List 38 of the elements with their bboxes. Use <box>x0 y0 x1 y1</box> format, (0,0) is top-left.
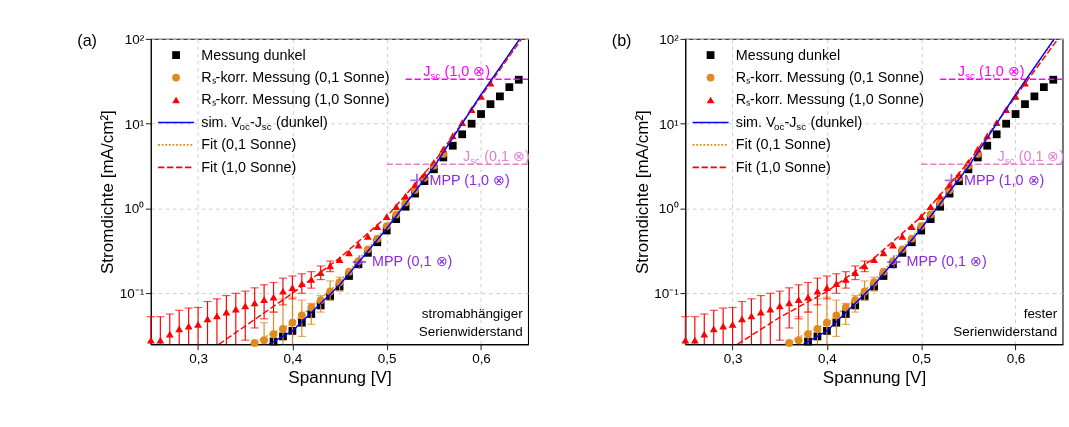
annotation: MPP (0,1 ⊗) <box>906 253 987 270</box>
legend-label: Fit (1,0 Sonne) <box>735 158 831 175</box>
x-tick-label: 0,6 <box>1006 350 1026 366</box>
x-axis-title: Spannung [V] <box>822 367 927 387</box>
y-axis-title: Stromdichte [mA/cm²] <box>632 110 652 275</box>
legend-label: Fit (0,1 Sonne) <box>201 136 297 153</box>
legend-label: Rₛ-korr. Messung (0,1 Sonne) <box>735 69 925 86</box>
x-tick-label: 0,3 <box>723 350 743 366</box>
y-tick-label: 10² <box>659 31 680 47</box>
x-tick-label: 0,3 <box>189 350 208 366</box>
y-tick-label: 10² <box>124 31 145 47</box>
x-tick-label: 0,4 <box>283 350 303 366</box>
legend-label: Rₛ-korr. Messung (0,1 Sonne) <box>201 69 390 86</box>
x-axis-title: Spannung [V] <box>288 367 392 387</box>
legend-label: Rₛ-korr. Messung (1,0 Sonne) <box>735 91 925 108</box>
y-tick-label: 10¹ <box>659 116 680 132</box>
annotation: fester Serienwiderstand <box>953 306 1058 340</box>
chart-title: (a) <box>77 31 98 50</box>
x-tick-label: 0,5 <box>377 350 397 366</box>
x-tick-label: 0,5 <box>912 350 932 366</box>
y-axis-title: Stromdichte [mA/cm²] <box>98 110 118 275</box>
y-tick-label: 10⁻¹ <box>119 286 145 302</box>
chart-title: (b) <box>611 31 632 50</box>
annotation: MPP (1,0 ⊗) <box>963 171 1045 188</box>
legend-label: Fit (0,1 Sonne) <box>735 136 831 153</box>
legend-label: Rₛ-korr. Messung (1,0 Sonne) <box>201 91 390 108</box>
annotation: MPP (1,0 ⊗) <box>429 171 510 188</box>
y-tick-label: 10¹ <box>124 116 145 132</box>
legend-label: Messung dunkel <box>201 46 306 63</box>
x-tick-label: 0,6 <box>472 350 491 366</box>
y-tick-label: 10⁻¹ <box>654 286 680 302</box>
y-tick-label: 10⁰ <box>658 201 679 217</box>
annotation: MPP (0,1 ⊗) <box>371 253 453 270</box>
y-tick-label: 10⁰ <box>124 201 145 217</box>
annotation: stromabhängiger Serienwiderstand <box>418 306 524 340</box>
legend-label: Fit (1,0 Sonne) <box>201 158 297 175</box>
legend-label: Messung dunkel <box>735 46 841 63</box>
x-tick-label: 0,4 <box>817 350 838 366</box>
